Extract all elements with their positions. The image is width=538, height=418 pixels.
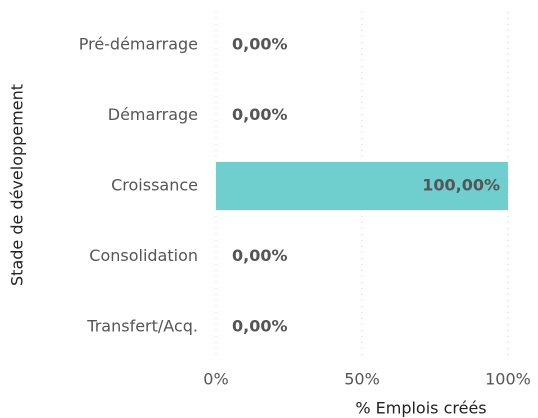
value-label: 0,00%	[232, 316, 288, 335]
bar	[216, 162, 508, 210]
x-tick-label: 100%	[485, 370, 531, 389]
x-tick-label: 0%	[203, 370, 228, 389]
y-axis-label: Stade de développement	[8, 84, 27, 286]
value-label: 0,00%	[232, 105, 288, 124]
x-axis-label: % Emplois créés	[355, 399, 486, 418]
y-tick-label: Transfert/Acq.	[86, 316, 198, 335]
value-label: 0,00%	[232, 35, 288, 54]
y-tick-label: Croissance	[111, 176, 198, 195]
value-label: 0,00%	[232, 246, 288, 265]
x-tick-label: 50%	[344, 370, 380, 389]
y-tick-label: Démarrage	[108, 105, 198, 124]
y-tick-label: Pré-démarrage	[79, 35, 198, 54]
y-tick-label: Consolidation	[89, 246, 198, 265]
value-label: 100,00%	[422, 176, 500, 195]
